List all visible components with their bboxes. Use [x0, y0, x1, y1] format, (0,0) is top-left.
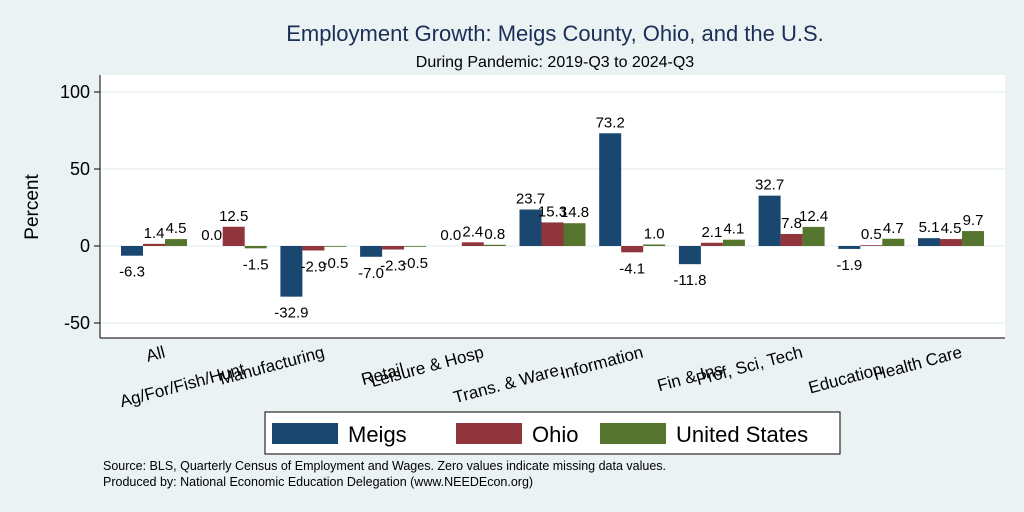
chart-title: Employment Growth: Meigs County, Ohio, a…: [286, 21, 824, 46]
y-tick-label: 100: [60, 82, 90, 102]
value-label: 2.1: [701, 224, 722, 241]
y-axis-label: Percent: [22, 174, 43, 240]
bar-united-states: [882, 238, 905, 246]
value-label: 0.0: [201, 227, 222, 244]
value-label: 12.4: [799, 208, 828, 225]
bar-meigs: [918, 238, 940, 246]
category-label: Trans. & Ware.: [451, 360, 565, 408]
value-label: 4.1: [723, 221, 744, 238]
value-label: 23.7: [516, 191, 545, 208]
bar-ohio: [222, 226, 245, 246]
category-label: Prof, Sci, Tech: [694, 343, 804, 390]
bar-meigs: [121, 246, 143, 256]
chart-subtitle: During Pandemic: 2019-Q3 to 2024-Q3: [416, 54, 694, 71]
y-ticks: -50 0 50 100: [60, 82, 100, 333]
value-label: -0.5: [402, 255, 428, 272]
bar-united-states: [483, 244, 506, 246]
bar-united-states: [563, 223, 586, 246]
bar-ohio: [143, 243, 165, 246]
value-label: 15.3: [538, 203, 567, 220]
bar-ohio: [860, 245, 883, 246]
bar-united-states: [802, 226, 825, 246]
value-label: -4.1: [619, 260, 645, 277]
legend-box: [264, 411, 841, 455]
bar-meigs: [838, 246, 861, 249]
bar-united-states: [244, 246, 267, 249]
bar-ohio: [621, 246, 644, 253]
value-label: 0.0: [440, 227, 461, 244]
value-label: 4.5: [166, 220, 187, 237]
bar-meigs: [360, 246, 383, 257]
value-label: 4.7: [883, 220, 904, 237]
y-tick-label: -50: [64, 313, 90, 333]
legend: Meigs Ohio United States: [264, 411, 841, 455]
value-label: 12.5: [219, 208, 248, 225]
bar-united-states: [404, 246, 427, 247]
value-label: 32.7: [755, 177, 784, 194]
value-label: -0.5: [322, 255, 348, 272]
bar-meigs: [519, 209, 542, 246]
value-label: 2.4: [462, 223, 483, 240]
value-label: 9.7: [963, 212, 984, 229]
value-label: 0.5: [861, 226, 882, 243]
value-label: -2.9: [300, 258, 326, 275]
value-label: -2.3: [380, 258, 406, 275]
bar-ohio: [940, 239, 962, 246]
y-tick-label: 50: [70, 159, 90, 179]
value-label: 1.4: [144, 225, 165, 242]
value-label: 5.1: [919, 219, 940, 236]
legend-label: Ohio: [532, 422, 578, 447]
value-label: -7.0: [358, 265, 384, 282]
bar-meigs: [678, 246, 701, 265]
bar-ohio: [302, 246, 325, 251]
value-label: -11.8: [673, 272, 706, 289]
source-note: Source: BLS, Quarterly Census of Employm…: [103, 459, 666, 473]
legend-swatch-ohio: [456, 423, 522, 444]
value-label: 73.2: [596, 114, 625, 131]
bar-ohio: [700, 242, 723, 246]
produced-by-note: Produced by: National Economic Education…: [103, 475, 533, 489]
value-label: -6.3: [119, 264, 145, 281]
value-label: -1.5: [243, 256, 269, 273]
category-label: Health Care: [871, 343, 964, 385]
category-label: Manufacturing: [217, 343, 326, 389]
bar-united-states: [722, 239, 745, 246]
value-label: 14.8: [560, 204, 589, 221]
value-labels: -6.31.4 4.5 0.012.5-1.5-32.9-2.9-0.5-7.0-2…: [119, 114, 983, 321]
bar-united-states: [643, 244, 666, 246]
bars: [121, 133, 984, 297]
legend-label: United States: [676, 422, 808, 447]
y-tick-label: 0: [80, 236, 90, 256]
bar-meigs: [599, 133, 622, 246]
value-label: 0.8: [484, 226, 505, 243]
value-label: -1.9: [836, 257, 862, 274]
value-label: 1.0: [644, 225, 665, 242]
legend-swatch-united-states: [600, 423, 666, 444]
bar-ohio: [541, 222, 564, 246]
legend-swatch-meigs: [272, 423, 338, 444]
bar-ohio: [780, 233, 803, 246]
bar-meigs: [280, 246, 303, 297]
bar-ohio: [382, 246, 405, 250]
category-label: All: [144, 343, 167, 366]
bar-ohio: [461, 242, 484, 246]
bar-united-states: [324, 246, 347, 247]
plot-area: [100, 75, 1005, 338]
value-label: 4.5: [941, 220, 962, 237]
value-label: 7.8: [781, 215, 802, 232]
category-label: Information: [558, 343, 645, 383]
value-label: -32.9: [274, 305, 308, 322]
bar-united-states: [962, 231, 984, 246]
bar-united-states: [165, 239, 187, 246]
legend-label: Meigs: [348, 422, 407, 447]
bar-meigs: [758, 195, 781, 246]
